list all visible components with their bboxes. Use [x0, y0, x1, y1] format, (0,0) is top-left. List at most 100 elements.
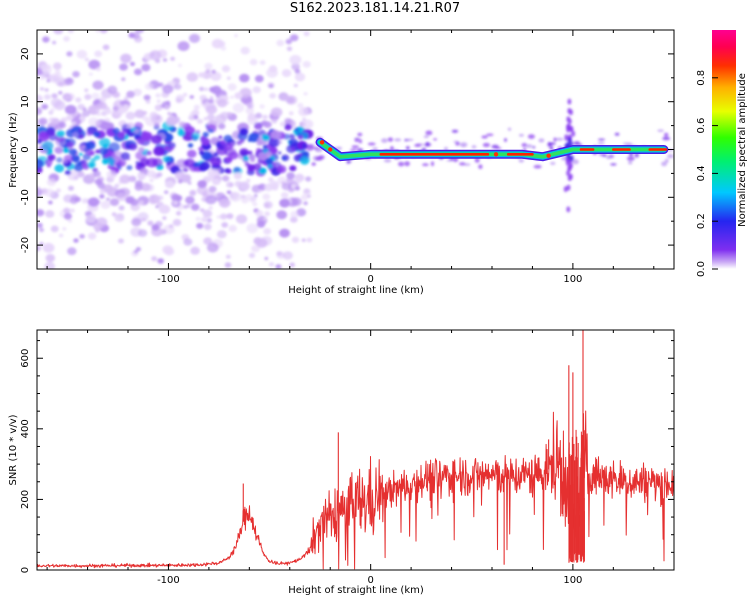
spectral-blob: [268, 137, 280, 148]
spectral-blob: [279, 198, 290, 208]
spectral-blob: [95, 67, 101, 72]
spectral-blob: [93, 222, 103, 231]
spectral-blob: [256, 147, 262, 153]
spectral-blob: [85, 149, 94, 156]
spectral-blob: [164, 146, 170, 151]
spectral-blob: [183, 92, 188, 97]
spectral-blob: [211, 69, 216, 74]
spectral-blob: [221, 65, 231, 73]
spectral-blob: [78, 129, 82, 133]
spectral-blob: [307, 194, 311, 198]
spectral-blob: [106, 170, 117, 179]
spectral-blob: [182, 167, 189, 173]
spectral-blob: [95, 30, 101, 33]
spectral-blob: [70, 154, 80, 163]
spectral-blob: [256, 220, 266, 228]
spectral-blob: [354, 138, 360, 142]
spectral-blob: [151, 114, 163, 124]
spectral-blob: [44, 88, 49, 92]
spectral-blob: [225, 281, 233, 287]
spectral-blob: [117, 131, 126, 139]
spectral-blob: [39, 87, 45, 91]
spectral-blob: [196, 118, 203, 124]
spectral-blob: [471, 145, 477, 149]
spectral-blob: [268, 177, 274, 182]
spectral-blob: [174, 83, 182, 90]
narrowband-peak: [328, 147, 333, 152]
spectral-blob: [280, 121, 286, 127]
spectral-blob: [102, 158, 109, 165]
spectral-blob: [64, 77, 74, 86]
spectral-blob: [41, 141, 54, 152]
spectral-blob: [87, 197, 100, 207]
spectral-blob: [219, 140, 226, 146]
spectral-blob: [141, 217, 146, 222]
spectral-blob: [51, 118, 60, 125]
colorbar-tick-label: 0.2: [696, 213, 707, 229]
spectral-blob: [262, 144, 268, 149]
spectral-blob: [62, 159, 68, 164]
spectral-blob: [158, 204, 171, 214]
spectral-blob: [276, 39, 285, 47]
spectral-blob: [259, 104, 265, 109]
x-tick-label: 0: [367, 274, 373, 285]
spectral-blob: [111, 212, 117, 217]
spectral-blob: [547, 142, 552, 147]
spectral-blob: [301, 119, 314, 129]
spectral-blob: [298, 107, 310, 117]
spectral-blob: [294, 72, 306, 82]
spectral-blob: [127, 9, 135, 15]
spectral-blob: [166, 116, 178, 126]
spectral-blob: [367, 142, 376, 146]
spectral-blob: [264, 183, 274, 192]
spectral-blob: [221, 222, 229, 228]
spectral-blob: [261, 134, 270, 141]
spectral-blob: [42, 242, 55, 253]
spectral-blob: [296, 208, 307, 217]
spectral-blob: [155, 220, 163, 228]
spectral-blob: [298, 126, 303, 130]
x-tick-label: 100: [563, 274, 582, 285]
spectral-blob: [88, 59, 101, 70]
spectral-blob: [276, 165, 287, 174]
spectral-blob: [299, 155, 310, 165]
spectral-blob: [303, 31, 310, 37]
spectral-blob: [239, 127, 249, 136]
snr-frame: [36, 329, 675, 571]
spectral-blob: [525, 144, 533, 148]
spectral-blob: [285, 38, 292, 45]
spectral-blob: [218, 135, 223, 139]
spectral-blob: [87, 104, 100, 115]
spectral-blob: [268, 65, 278, 73]
spectral-blob: [249, 276, 257, 282]
colorbar-gradient: [712, 30, 736, 269]
spectral-blob: [146, 170, 156, 178]
spectral-blob: [54, 164, 65, 173]
figure-title: S162.2023.181.14.21.R07: [289, 1, 461, 16]
spectral-blob: [296, 132, 303, 137]
spectral-blob: [291, 236, 300, 243]
spectral-blob: [248, 132, 260, 143]
spectral-blob: [206, 123, 217, 133]
x-tick-label: 0: [367, 575, 373, 586]
spectral-blob: [119, 100, 126, 106]
spectral-blob: [37, 139, 43, 144]
spectral-blob: [284, 123, 292, 131]
spectral-blob: [133, 68, 143, 76]
spectral-blob: [199, 161, 211, 171]
spectral-blob: [303, 92, 308, 96]
spectral-blob: [224, 262, 232, 268]
spectral-blob: [277, 151, 282, 155]
spectral-blob: [195, 216, 201, 222]
spectral-blob: [213, 152, 219, 157]
spectral-blob: [193, 104, 200, 110]
spectral-blob: [144, 82, 154, 91]
spectral-blob: [119, 174, 131, 184]
spectral-blob: [446, 159, 454, 162]
spectral-blob: [58, 90, 63, 95]
spectral-blob: [177, 41, 190, 52]
snr-ticks: -100 0 100 0 200 400 600: [20, 330, 674, 586]
spectral-blob: [84, 88, 89, 93]
spectral-blob: [95, 149, 101, 154]
y-tick-label: -20: [20, 237, 31, 253]
